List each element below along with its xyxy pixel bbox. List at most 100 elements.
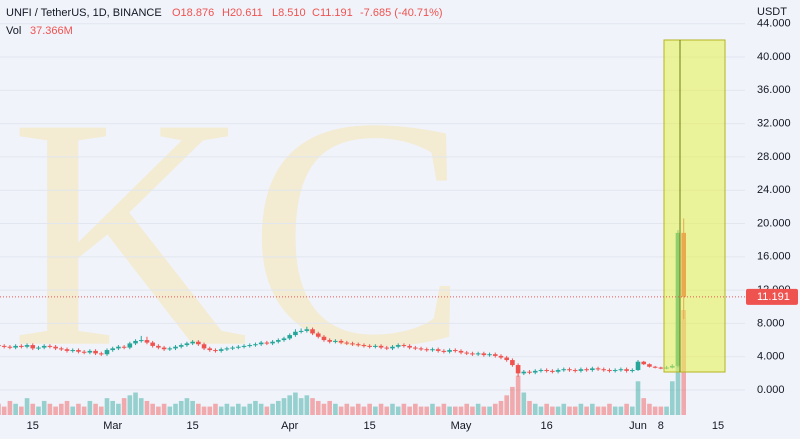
- volume-bar: [378, 403, 384, 415]
- candle-body: [93, 350, 98, 354]
- candle-body: [178, 345, 184, 347]
- candle-body: [138, 340, 144, 342]
- candle-body: [110, 348, 115, 351]
- volume-bar: [561, 403, 567, 415]
- x-tick-label: Apr: [281, 420, 298, 432]
- volume-bar: [424, 406, 430, 415]
- volume-bar: [492, 403, 498, 415]
- candle-body: [492, 354, 498, 356]
- candle-body: [407, 345, 412, 348]
- volume-bar: [253, 400, 258, 415]
- candle-body: [127, 343, 133, 348]
- candle-body: [264, 342, 270, 344]
- x-tick-label: 15: [712, 420, 724, 432]
- volume-bar: [458, 406, 464, 415]
- volume-value: 37.366M: [30, 25, 73, 37]
- y-unit: USDT: [757, 6, 787, 18]
- volume-bar: [110, 400, 115, 415]
- volume-bar: [281, 398, 287, 415]
- candle-body: [355, 344, 361, 346]
- candle-body: [173, 346, 178, 349]
- candle-body: [607, 370, 612, 372]
- volume-bar: [441, 403, 447, 415]
- y-tick-label: 36.000: [757, 84, 791, 96]
- candle-body: [24, 345, 30, 347]
- candle-body: [641, 361, 647, 365]
- candle-body: [104, 350, 110, 355]
- volume-bar: [247, 403, 253, 415]
- volume-bar: [355, 403, 361, 415]
- volume-bar: [647, 403, 652, 415]
- highlight-box: [663, 39, 726, 373]
- volume-bar: [7, 400, 13, 415]
- last-price-tag: [746, 288, 798, 305]
- volume-bar: [201, 406, 207, 415]
- x-tick-label: Jun: [629, 420, 647, 432]
- volume-bar: [470, 406, 475, 415]
- candle-body: [458, 350, 464, 353]
- volume-bar: [133, 392, 138, 415]
- volume-bar: [184, 398, 190, 415]
- volume-bar: [435, 406, 441, 415]
- candle-body: [567, 369, 572, 371]
- y-tick-label: 20.000: [757, 217, 791, 229]
- candle-body: [230, 347, 235, 349]
- y-tick-label: 0.000: [757, 384, 785, 396]
- volume-bar: [93, 403, 98, 415]
- candle-body: [395, 345, 401, 347]
- volume-title: Vol: [6, 25, 21, 37]
- candle-body: [156, 345, 161, 348]
- candle-body: [550, 370, 555, 372]
- candle-body: [207, 348, 213, 351]
- x-tick-label: May: [451, 420, 472, 432]
- volume-bar: [24, 398, 30, 415]
- candle-body: [584, 369, 589, 371]
- volume-bar: [664, 406, 669, 415]
- candle-body: [647, 364, 652, 367]
- volume-bar: [521, 392, 527, 415]
- candle-body: [555, 370, 561, 372]
- x-tick-label: 15: [27, 420, 39, 432]
- volume-bar: [53, 406, 58, 415]
- volume-bar: [367, 403, 372, 415]
- candle-body: [624, 369, 629, 371]
- volume-bar: [430, 403, 435, 415]
- candle-body: [475, 353, 481, 355]
- volume-bar: [270, 403, 275, 415]
- volume-bar: [47, 403, 53, 415]
- candle-body: [270, 341, 275, 344]
- candle-body: [13, 345, 18, 348]
- candle-body: [470, 353, 475, 355]
- close-label: C11.191: [312, 7, 353, 19]
- volume-bar: [544, 403, 549, 415]
- volume-bar: [310, 398, 315, 415]
- candle-body: [441, 350, 447, 352]
- volume-bar: [487, 406, 492, 415]
- volume-bar: [612, 406, 618, 415]
- open-label: O18.876: [172, 7, 214, 19]
- candle-body: [464, 352, 470, 354]
- candle-body: [64, 349, 70, 351]
- candle-body: [601, 369, 607, 371]
- volume-bar: [447, 406, 452, 415]
- candle-body: [258, 342, 264, 345]
- volume-bar: [584, 406, 589, 415]
- candle-body: [413, 347, 418, 349]
- volume-bar: [607, 403, 612, 415]
- candle-body: [98, 353, 104, 355]
- volume-bar: [395, 406, 401, 415]
- candle-body: [59, 348, 64, 350]
- volume-bar: [98, 406, 104, 415]
- candle-body: [327, 340, 332, 342]
- candle-body: [293, 331, 298, 336]
- y-tick-label: 8.000: [757, 317, 785, 329]
- volume-bar: [293, 392, 298, 415]
- candle-body: [41, 345, 47, 348]
- x-tick-label: 8: [658, 420, 664, 432]
- volume-bar: [418, 406, 424, 415]
- candle-body: [213, 350, 218, 352]
- candle-body: [521, 371, 527, 374]
- volume-bar: [275, 400, 281, 415]
- candle-body: [658, 367, 664, 369]
